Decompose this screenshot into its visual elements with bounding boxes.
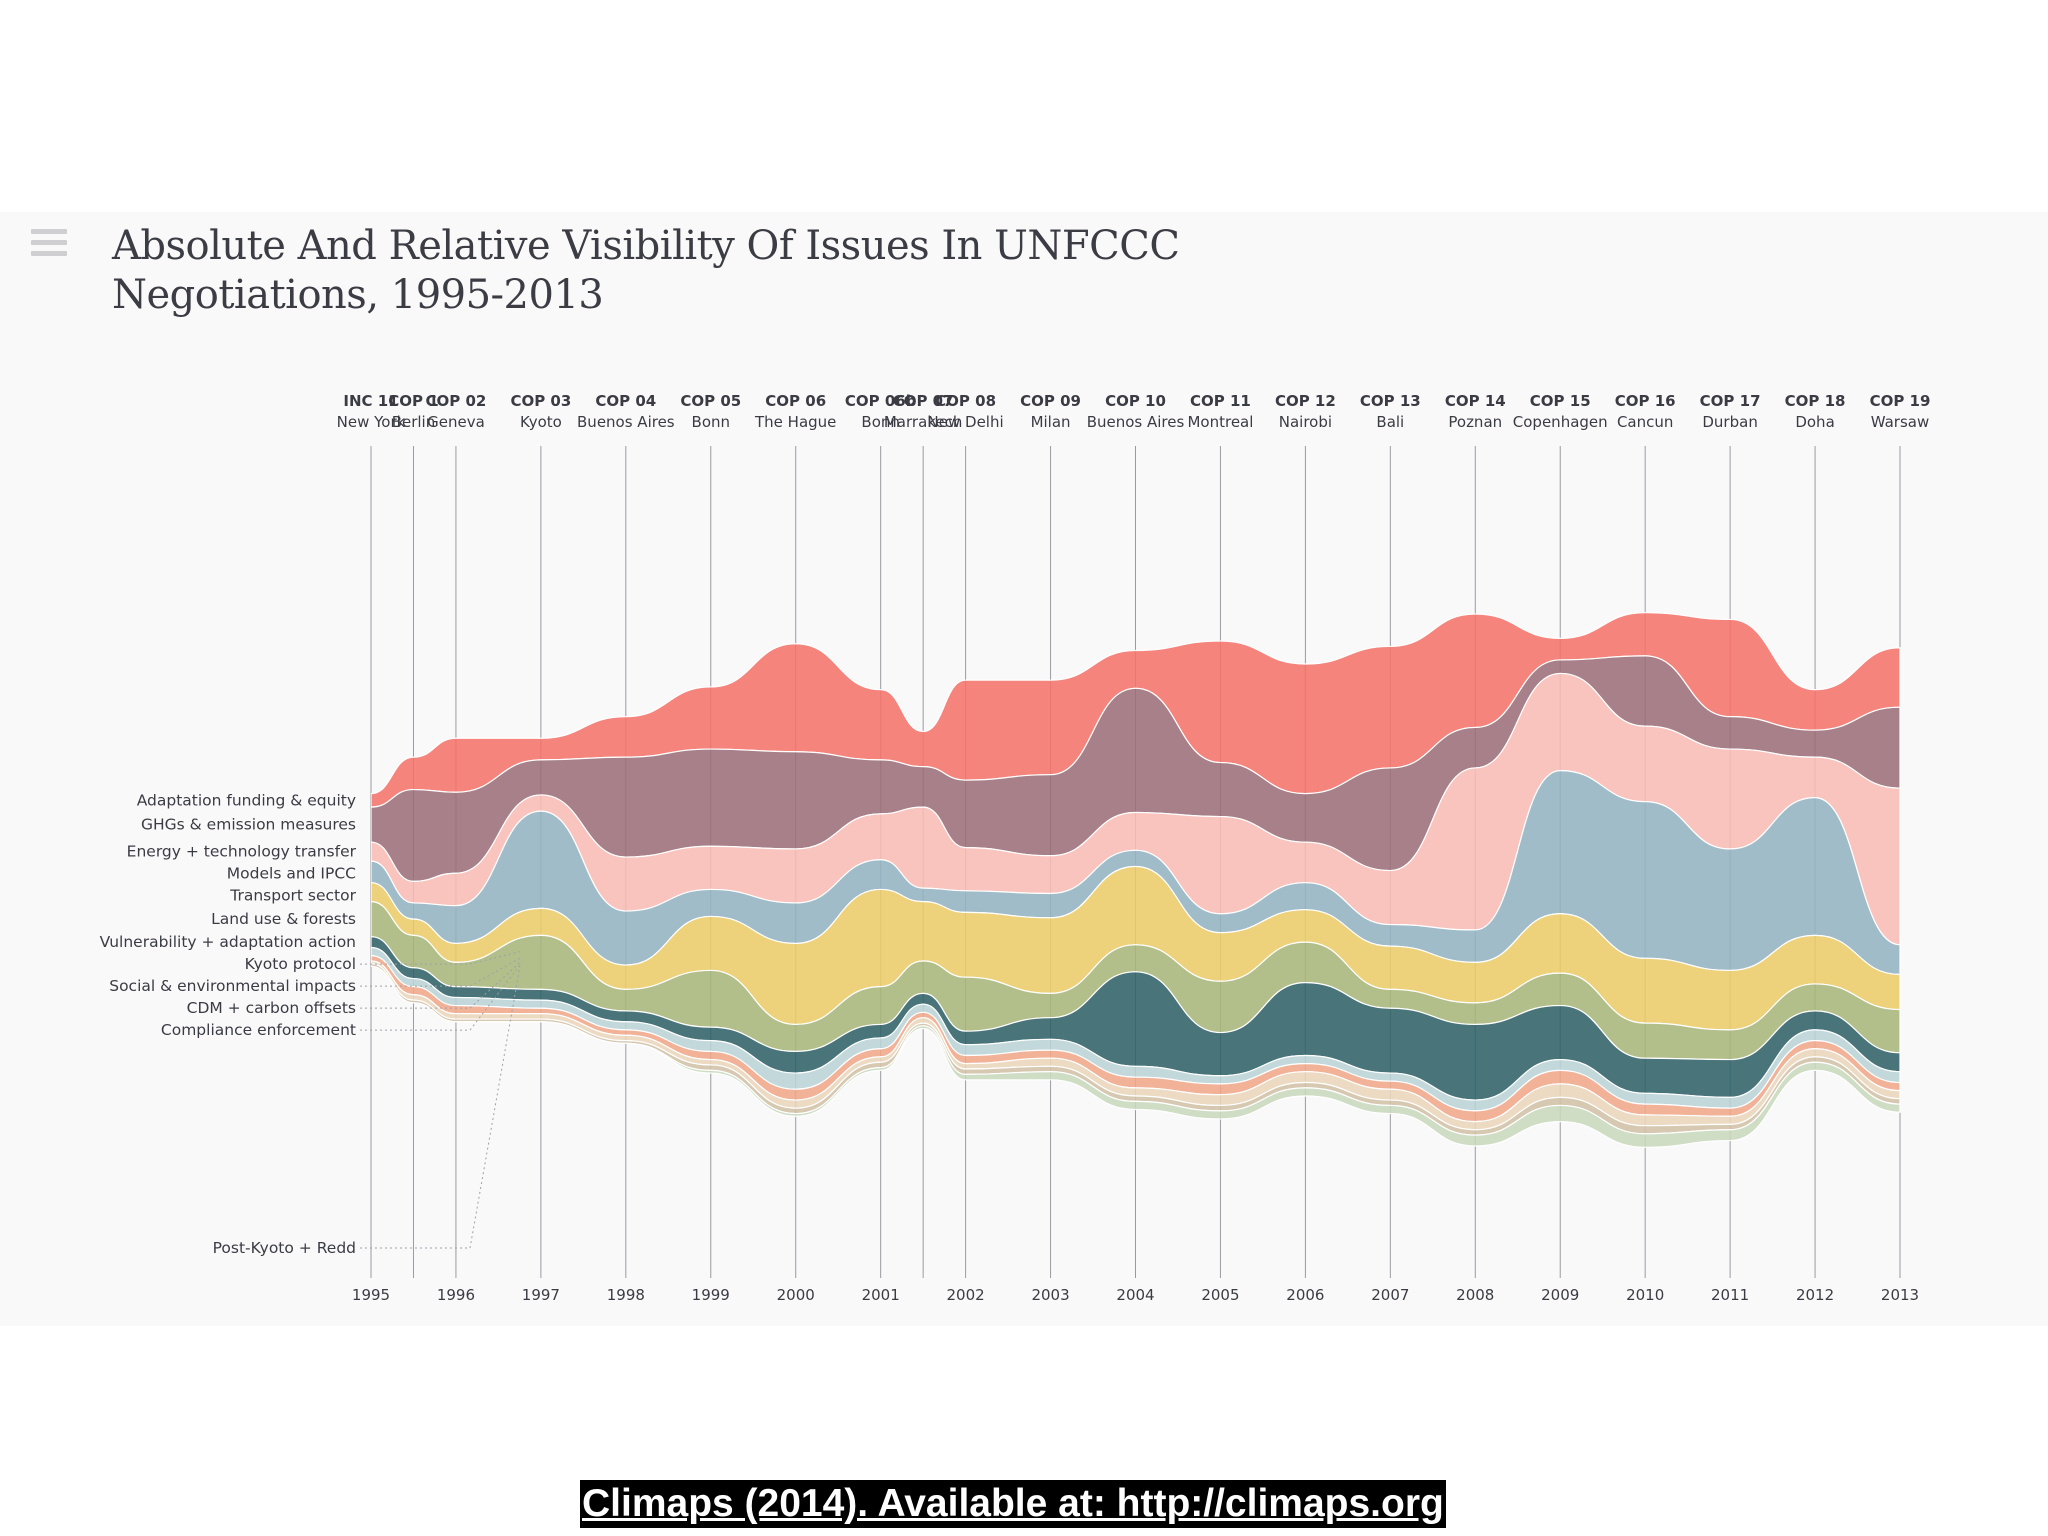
conference-city-label: Warsaw	[1871, 413, 1930, 431]
year-tick-label: 2010	[1626, 1286, 1664, 1304]
year-tick-label: 2008	[1456, 1286, 1494, 1304]
conference-code-label: COP 18	[1785, 392, 1846, 410]
year-tick-label: 2002	[947, 1286, 985, 1304]
conference-code-label: COP 10	[1105, 392, 1166, 410]
legend-label: Compliance enforcement	[161, 1021, 356, 1039]
legend-leader-line	[360, 961, 521, 1009]
conference-code-label: COP 09	[1020, 392, 1081, 410]
year-tick-label: 2004	[1116, 1286, 1154, 1304]
conference-code-label: COP 13	[1360, 392, 1421, 410]
year-tick-label: 1995	[352, 1286, 390, 1304]
conference-code-label: COP 11	[1190, 392, 1251, 410]
conference-code-label: COP 12	[1275, 392, 1336, 410]
conference-code-label: COP 14	[1445, 392, 1506, 410]
chart-title: Absolute And Relative Visibility Of Issu…	[112, 222, 1212, 320]
conference-city-label: Doha	[1795, 413, 1834, 431]
leader-layer	[360, 951, 521, 1249]
year-tick-label: 2001	[862, 1286, 900, 1304]
year-axis-layer: 1995 1996 1997 1998 1999 2000 2001 2002 2003 2004…	[352, 1286, 1919, 1304]
legend-label: Vulnerability + adaptation action	[100, 933, 356, 951]
conference-city-label: Bonn	[692, 413, 730, 431]
year-tick-label: 1996	[437, 1286, 475, 1304]
legend-label: Models and IPCC	[227, 865, 356, 883]
legend-leader-line	[360, 957, 521, 987]
conference-city-label: Cancun	[1617, 413, 1673, 431]
year-tick-label: 2005	[1201, 1286, 1239, 1304]
conference-city-label: Bali	[1376, 413, 1404, 431]
chart-title-line2: Negotiations, 1995-2013	[112, 272, 604, 318]
conference-city-label: Poznan	[1448, 413, 1502, 431]
conference-city-label: Geneva	[427, 413, 485, 431]
legend-layer: Adaptation funding & equity GHGs & emissi…	[100, 791, 357, 1257]
stream-band-post-kyoto-redd[interactable]	[371, 965, 1901, 1148]
legend-label: Adaptation funding & equity	[137, 791, 356, 809]
conference-city-label: Marrakech	[884, 413, 963, 431]
hamburger-menu-icon[interactable]	[31, 229, 67, 261]
year-tick-label: 2012	[1796, 1286, 1834, 1304]
conference-city-label: Nairobi	[1279, 413, 1332, 431]
conference-city-label: Bonn	[861, 413, 899, 431]
conference-code-label: COP 02	[426, 392, 487, 410]
year-tick-label: 2000	[777, 1286, 815, 1304]
conference-code-label: COP 16	[1615, 392, 1676, 410]
year-tick-label: 2013	[1881, 1286, 1919, 1304]
stream-layer	[371, 612, 1901, 1148]
year-tick-label: 1998	[607, 1286, 645, 1304]
legend-label: Social & environmental impacts	[109, 977, 356, 995]
conference-city-label: Buenos Aires	[577, 413, 675, 431]
year-tick-label: 2006	[1286, 1286, 1324, 1304]
conference-city-label: Berlin	[392, 413, 436, 431]
legend-leader-line	[360, 966, 521, 1249]
conference-city-label: New York	[337, 413, 406, 431]
legend-label: GHGs & emission measures	[141, 816, 356, 834]
conference-code-label: COP 1	[388, 392, 438, 410]
conference-city-label: Kyoto	[520, 413, 562, 431]
legend-leader-line	[360, 964, 521, 1031]
year-tick-label: 2011	[1711, 1286, 1749, 1304]
conference-code-label: COP 19	[1870, 392, 1931, 410]
legend-label: Post-Kyoto + Redd	[213, 1239, 356, 1257]
chart-title-line1: Absolute And Relative Visibility Of Issu…	[112, 223, 1180, 269]
conference-city-label: Copenhagen	[1513, 413, 1608, 431]
conference-code-label: COP 06	[765, 392, 826, 410]
year-tick-label: 1997	[522, 1286, 560, 1304]
source-caption[interactable]: Climaps (2014). Available at: http://cli…	[580, 1480, 1446, 1528]
year-tick-label: 2003	[1031, 1286, 1069, 1304]
conference-code-label: COP 17	[1700, 392, 1761, 410]
conference-city-label: New Delhi	[928, 413, 1004, 431]
conference-code-label: COP 08	[935, 392, 996, 410]
conference-header-layer: INC 11 New York COP 1 Berlin COP 02 Geneva COP…	[337, 392, 1931, 431]
conference-city-label: Montreal	[1187, 413, 1253, 431]
conference-city-label: The Hague	[754, 413, 836, 431]
legend-label: Kyoto protocol	[245, 955, 356, 973]
year-tick-label: 1999	[692, 1286, 730, 1304]
conference-code-label: COP 04	[595, 392, 656, 410]
year-tick-label: 2007	[1371, 1286, 1409, 1304]
conference-city-label: Milan	[1031, 413, 1071, 431]
conference-city-label: Buenos Aires	[1087, 413, 1185, 431]
legend-leader-line	[360, 951, 521, 965]
legend-label: Energy + technology transfer	[127, 843, 357, 861]
conference-code-label: COP 07	[893, 392, 954, 410]
conference-code-label: COP 03	[510, 392, 571, 410]
legend-label: Transport sector	[229, 887, 356, 905]
conference-code-label: COP 06b	[845, 392, 917, 410]
conference-code-label: COP 05	[680, 392, 741, 410]
conference-code-label: COP 15	[1530, 392, 1591, 410]
legend-label: Land use & forests	[211, 910, 356, 928]
conference-code-label: INC 11	[343, 392, 398, 410]
conference-city-label: Durban	[1702, 413, 1757, 431]
legend-label: CDM + carbon offsets	[187, 999, 356, 1017]
year-tick-label: 2009	[1541, 1286, 1579, 1304]
